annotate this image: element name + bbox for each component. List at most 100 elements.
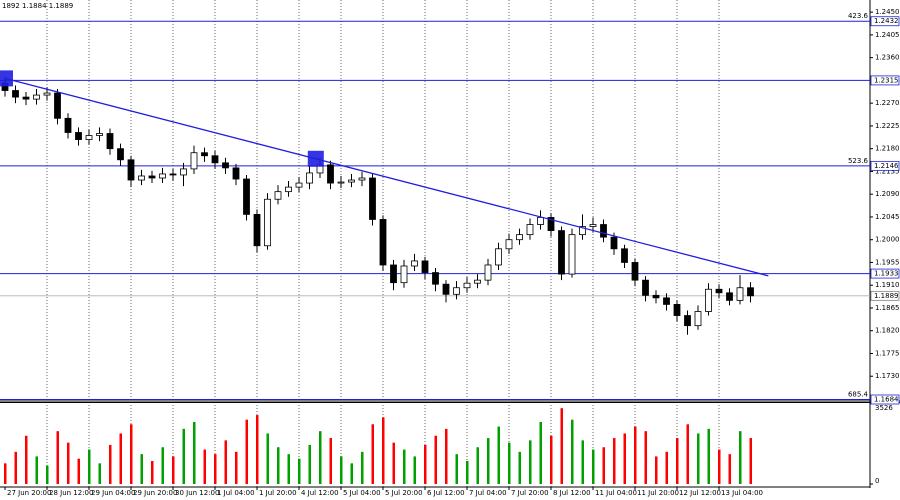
- level-label-box: [870, 75, 900, 86]
- volume-bar: [77, 458, 80, 484]
- fib-label: 685.4: [848, 390, 869, 398]
- volume-bar: [151, 461, 154, 484]
- fib-label: 423.6: [848, 12, 869, 20]
- candle-body: [568, 234, 576, 275]
- candle-body: [642, 279, 649, 296]
- volume-bar: [14, 451, 17, 484]
- volume-bar: [214, 454, 217, 484]
- level-label: 1.2146: [874, 162, 899, 170]
- candle-body: [673, 304, 681, 316]
- volume-bar: [571, 419, 574, 484]
- volume-bar: [256, 415, 259, 484]
- candle-body: [474, 279, 481, 284]
- volume-bar: [130, 424, 133, 484]
- volume-bar: [644, 431, 647, 484]
- candle-body: [106, 133, 114, 150]
- level-label-box: [870, 160, 900, 171]
- candle-body: [306, 172, 313, 184]
- volume-bar: [98, 463, 101, 484]
- candle-body: [463, 282, 471, 289]
- volume-bar: [46, 465, 49, 484]
- candle-body: [516, 234, 523, 241]
- volume-bar: [697, 433, 700, 484]
- level-label-box: [870, 268, 900, 279]
- volume-bar: [434, 435, 437, 484]
- candle-body: [33, 94, 40, 100]
- candle-body: [453, 287, 460, 295]
- x-tick-label: 27 Jun 20:00: [7, 489, 51, 497]
- candle-body: [327, 164, 334, 184]
- candle-body: [295, 182, 303, 188]
- candle-body: [631, 262, 639, 281]
- volume-bar: [119, 433, 122, 484]
- candle-body: [43, 92, 51, 96]
- candle-body: [222, 162, 229, 169]
- volume-bar: [413, 456, 416, 484]
- candle-body: [75, 132, 82, 140]
- volume-bar: [172, 456, 175, 484]
- y-tick-label: 1.2180: [875, 145, 900, 153]
- candle-body: [253, 214, 261, 247]
- volume-bar: [508, 442, 511, 484]
- volume-bar: [161, 447, 164, 484]
- candle-body: [610, 236, 618, 250]
- volume-bar: [518, 451, 521, 484]
- candle-body: [127, 159, 135, 181]
- volume-bar: [550, 435, 553, 484]
- volume-bar: [109, 444, 112, 484]
- candle-body: [285, 186, 292, 193]
- candle-body: [348, 179, 355, 183]
- volume-bar: [529, 440, 532, 484]
- trend-anchor: [307, 150, 324, 167]
- candle-body: [684, 315, 691, 327]
- x-tick-label: 5 Jul 04:00: [343, 489, 381, 497]
- level-label: 1.1684: [874, 395, 899, 403]
- volume-bar: [361, 451, 364, 484]
- level-label: 1.1933: [874, 270, 899, 278]
- volume-bar: [623, 433, 626, 484]
- y-tick-label: 1.1955: [875, 258, 900, 266]
- volume-bar: [340, 456, 343, 484]
- candle-body: [390, 264, 397, 284]
- x-tick-label: 11 Jul 04:00: [595, 489, 637, 497]
- volume-bar: [403, 449, 406, 484]
- volume-bar: [560, 408, 563, 484]
- candle-body: [274, 191, 282, 200]
- level-label: 1.1889: [874, 292, 899, 300]
- candle-body: [369, 177, 376, 220]
- volume-bar: [602, 447, 605, 484]
- candle-body: [432, 272, 439, 285]
- volume-bar: [455, 454, 458, 484]
- volume-bar: [739, 431, 742, 484]
- volume-bar: [35, 456, 38, 484]
- volume-bar: [182, 428, 185, 484]
- candle-body: [505, 239, 513, 250]
- candle-body: [180, 168, 187, 176]
- candle-body: [663, 297, 670, 305]
- candle-body: [379, 219, 387, 266]
- candle-body: [117, 148, 124, 161]
- volume-bar: [718, 449, 721, 484]
- x-tick-label: 8 Jul 12:00: [553, 489, 591, 497]
- volume-bar: [193, 421, 196, 484]
- volume-bar: [4, 463, 7, 484]
- candle-body: [652, 294, 660, 299]
- trend-line: [4, 77, 769, 277]
- candle-body: [558, 230, 565, 275]
- y-tick-label: 1.2405: [875, 31, 900, 39]
- candle-body: [148, 175, 156, 179]
- candle-body: [726, 292, 733, 301]
- y-tick-label: 1.2450: [875, 8, 900, 16]
- volume-bar: [665, 451, 668, 484]
- x-tick-label: 7 Jul 04:00: [469, 489, 507, 497]
- volume-bar: [298, 458, 301, 484]
- volume-bar: [613, 438, 616, 484]
- candle-body: [159, 173, 166, 179]
- candle-body: [484, 264, 492, 281]
- y-tick-label: 1.2360: [875, 54, 900, 62]
- x-tick-label: 1 Jul 04:00: [217, 489, 255, 497]
- volume-bar: [140, 454, 143, 484]
- volume-bar: [476, 447, 479, 484]
- volume-bar: [424, 444, 427, 484]
